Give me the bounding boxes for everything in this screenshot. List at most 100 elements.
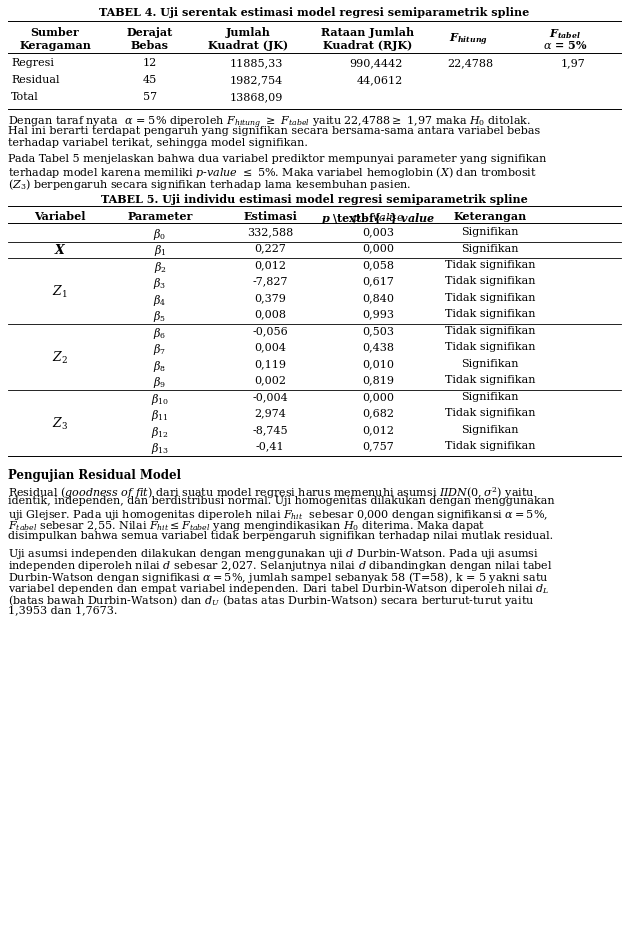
Text: Keterangan: Keterangan	[454, 210, 526, 222]
Text: disimpulkan bahwa semua variabel tidak berpengaruh signifikan terhadap nilai mut: disimpulkan bahwa semua variabel tidak b…	[8, 530, 553, 541]
Text: 0,000: 0,000	[362, 244, 394, 253]
Text: 1,3953 dan 1,7673.: 1,3953 dan 1,7673.	[8, 605, 118, 614]
Text: Tidak signifikan: Tidak signifikan	[445, 309, 535, 319]
Text: Signifikan: Signifikan	[461, 359, 519, 368]
Text: 0,000: 0,000	[362, 391, 394, 402]
Text: TABEL 5. Uji individu estimasi model regresi semiparametrik spline: TABEL 5. Uji individu estimasi model reg…	[101, 194, 528, 205]
Text: Signifikan: Signifikan	[461, 227, 519, 237]
Text: Dengan taraf nyata  $\alpha$ = 5% diperoleh $F_{hitung}$ $\geq$ $F_{tabel}$ yait: Dengan taraf nyata $\alpha$ = 5% diperol…	[8, 115, 531, 131]
Text: 0,008: 0,008	[254, 309, 286, 319]
Text: Tidak signifikan: Tidak signifikan	[445, 342, 535, 352]
Text: 45: 45	[143, 75, 157, 85]
Text: 0,617: 0,617	[362, 276, 394, 287]
Text: Residual ($goodness\ of\ fit$) dari suatu model regresi harus memenuhi asumsi $I: Residual ($goodness\ of\ fit$) dari suat…	[8, 485, 535, 500]
Text: 44,0612: 44,0612	[357, 75, 403, 85]
Text: Residual: Residual	[11, 75, 60, 85]
Text: $\alpha$ = 5%: $\alpha$ = 5%	[543, 39, 587, 51]
Text: $\boldsymbol{p}$ \textbf{--} $\boldsymbol{value}$: $\boldsymbol{p}$ \textbf{--} $\boldsymbo…	[321, 210, 435, 226]
Text: $\beta_5$: $\beta_5$	[153, 309, 167, 325]
Text: 0,119: 0,119	[254, 359, 286, 368]
Text: Tidak signifikan: Tidak signifikan	[445, 276, 535, 287]
Text: $\beta_4$: $\beta_4$	[153, 292, 167, 307]
Text: 11885,33: 11885,33	[230, 58, 283, 68]
Text: -7,827: -7,827	[252, 276, 287, 287]
Text: (batas bawah Durbin-Watson) dan $d_U$ (batas atas Durbin-Watson) secara berturut: (batas bawah Durbin-Watson) dan $d_U$ (b…	[8, 593, 535, 608]
Text: 0,010: 0,010	[362, 359, 394, 368]
Text: 22,4788: 22,4788	[447, 58, 493, 68]
Text: $p$ – $value$: $p$ – $value$	[352, 210, 404, 225]
Text: variabel dependen dan empat variabel independen. Dari tabel Durbin-Watson dipero: variabel dependen dan empat variabel ind…	[8, 582, 550, 595]
Text: 0,819: 0,819	[362, 375, 394, 386]
Text: Total: Total	[11, 92, 39, 102]
Text: 0,012: 0,012	[362, 425, 394, 434]
Text: 57: 57	[143, 92, 157, 102]
Text: 0,004: 0,004	[254, 342, 286, 352]
Text: $\beta_0$: $\beta_0$	[153, 227, 167, 242]
Text: 0,993: 0,993	[362, 309, 394, 319]
Text: Tidak signifikan: Tidak signifikan	[445, 260, 535, 269]
Text: Derajat
Bebas: Derajat Bebas	[127, 27, 173, 50]
Text: Rataan Jumlah
Kuadrat (RJK): Rataan Jumlah Kuadrat (RJK)	[321, 27, 415, 50]
Text: independen diperoleh nilai $d$ sebesar 2,027. Selanjutnya nilai $d$ dibandingkan: independen diperoleh nilai $d$ sebesar 2…	[8, 559, 553, 572]
Text: $\beta_9$: $\beta_9$	[153, 375, 167, 390]
Text: $\beta_{11}$: $\beta_{11}$	[151, 408, 169, 423]
Text: 0,002: 0,002	[254, 375, 286, 386]
Text: $\boldsymbol{Z_1}$: $\boldsymbol{Z_1}$	[52, 284, 68, 300]
Text: ($Z_3$) berpengaruh secara signifikan terhadap lama kesembuhan pasien.: ($Z_3$) berpengaruh secara signifikan te…	[8, 176, 411, 191]
Text: 2,974: 2,974	[254, 408, 286, 418]
Text: Tidak signifikan: Tidak signifikan	[445, 326, 535, 336]
Text: 0,438: 0,438	[362, 342, 394, 352]
Text: Hal ini berarti terdapat pengaruh yang signifikan secara bersama-sama antara var: Hal ini berarti terdapat pengaruh yang s…	[8, 127, 540, 136]
Text: 0,058: 0,058	[362, 260, 394, 269]
Text: 0,012: 0,012	[254, 260, 286, 269]
Text: 0,003: 0,003	[362, 227, 394, 237]
Text: $\boldsymbol{X}$: $\boldsymbol{X}$	[53, 244, 67, 257]
Text: $\beta_1$: $\beta_1$	[153, 244, 166, 258]
Text: $F_{tabel}$ sebesar 2,55. Nilai $F_{hit} \leq F_{tabel}$ yang mengindikasikan $H: $F_{tabel}$ sebesar 2,55. Nilai $F_{hit}…	[8, 519, 486, 533]
Text: Jumlah
Kuadrat (JK): Jumlah Kuadrat (JK)	[208, 27, 288, 50]
Text: Tidak signifikan: Tidak signifikan	[445, 375, 535, 386]
Text: terhadap model karena memiliki $p\text{-}value$ $\leq$ 5%. Maka variabel hemoglo: terhadap model karena memiliki $p\text{-…	[8, 165, 537, 180]
Text: $\boldsymbol{Z_3}$: $\boldsymbol{Z_3}$	[52, 415, 68, 431]
Text: Uji asumsi independen dilakukan dengan menggunakan uji $d$ Durbin-Watson. Pada u: Uji asumsi independen dilakukan dengan m…	[8, 547, 539, 561]
Text: 13868,09: 13868,09	[230, 92, 283, 102]
Text: 0,503: 0,503	[362, 326, 394, 336]
Text: TABEL 4. Uji serentak estimasi model regresi semiparametrik spline: TABEL 4. Uji serentak estimasi model reg…	[99, 7, 530, 18]
Text: Pengujian Residual Model: Pengujian Residual Model	[8, 468, 181, 482]
Text: $\beta_{13}$: $\beta_{13}$	[151, 441, 169, 456]
Text: $\beta_6$: $\beta_6$	[153, 326, 167, 341]
Text: identik, independen, dan berdistribusi normal. Uji homogenitas dilakukan dengan : identik, independen, dan berdistribusi n…	[8, 496, 555, 506]
Text: $\beta_7$: $\beta_7$	[153, 342, 167, 357]
Text: 0,227: 0,227	[254, 244, 286, 253]
Text: Sumber
Keragaman: Sumber Keragaman	[19, 27, 91, 50]
Text: -0,41: -0,41	[255, 441, 284, 451]
Text: terhadap variabel terikat, sehingga model signifikan.: terhadap variabel terikat, sehingga mode…	[8, 138, 308, 148]
Text: -8,745: -8,745	[252, 425, 288, 434]
Text: 0,840: 0,840	[362, 292, 394, 303]
Text: Durbin-Watson dengan signifikasi $\alpha = 5\%$, jumlah sampel sebanyak 58 (T=58: Durbin-Watson dengan signifikasi $\alpha…	[8, 570, 548, 585]
Text: 990,4442: 990,4442	[350, 58, 403, 68]
Text: Tidak signifikan: Tidak signifikan	[445, 441, 535, 451]
Text: $\beta_3$: $\beta_3$	[153, 276, 167, 291]
Text: Regresi: Regresi	[11, 58, 54, 68]
Text: Tidak signifikan: Tidak signifikan	[445, 292, 535, 303]
Text: -0,004: -0,004	[252, 391, 288, 402]
Text: $\beta_{10}$: $\beta_{10}$	[151, 391, 169, 407]
Text: $\bfit{F}_{tabel}$: $\bfit{F}_{tabel}$	[549, 27, 581, 41]
Text: $\beta_{12}$: $\beta_{12}$	[151, 425, 169, 440]
Text: 0,379: 0,379	[254, 292, 286, 303]
Text: 332,588: 332,588	[247, 227, 293, 237]
Text: $\beta_8$: $\beta_8$	[153, 359, 167, 373]
Text: 1,97: 1,97	[560, 58, 585, 68]
Text: 12: 12	[143, 58, 157, 68]
Text: Signifikan: Signifikan	[461, 425, 519, 434]
Text: Signifikan: Signifikan	[461, 244, 519, 253]
Text: $\beta_2$: $\beta_2$	[153, 260, 167, 275]
Text: uji Glejser. Pada uji homogenitas diperoleh nilai $F_{hit}$  sebesar 0,000 denga: uji Glejser. Pada uji homogenitas dipero…	[8, 507, 548, 522]
Text: Signifikan: Signifikan	[461, 391, 519, 402]
Text: Estimasi: Estimasi	[243, 210, 297, 222]
Text: 1982,754: 1982,754	[230, 75, 283, 85]
Text: Variabel: Variabel	[34, 210, 86, 222]
Text: -0,056: -0,056	[252, 326, 288, 336]
Text: $\bfit{F}_{hitung}$: $\bfit{F}_{hitung}$	[448, 32, 487, 49]
